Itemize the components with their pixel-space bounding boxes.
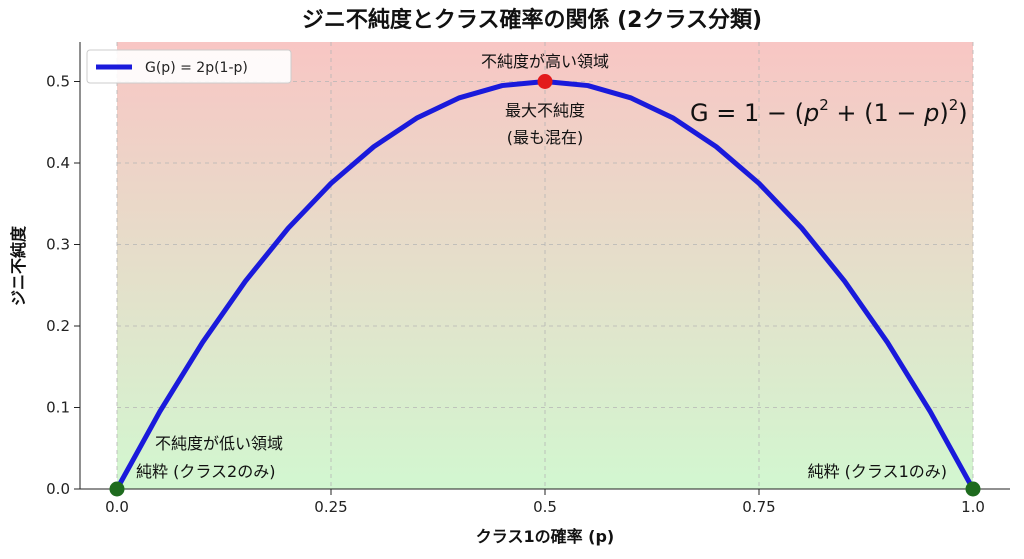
annotation-high-region: 不純度が高い領域 xyxy=(481,52,609,71)
legend-label: G(p) = 2p(1-p) xyxy=(145,60,248,76)
y-tick-label: 0.5 xyxy=(46,73,70,91)
highlight-points xyxy=(109,74,981,497)
legend: G(p) = 2p(1-p) xyxy=(86,49,292,84)
annotation-pure-class2: 純粋 (クラス2のみ) xyxy=(136,462,275,481)
x-tick-label: 0.75 xyxy=(742,498,775,516)
x-axis-label: クラス1の確率 (p) xyxy=(476,527,614,546)
y-tick-label: 0.2 xyxy=(46,317,70,335)
annotation-pure-class1: 純粋 (クラス1のみ) xyxy=(808,462,947,481)
annotation-max-line1: 最大不純度 xyxy=(505,101,585,120)
pure-point xyxy=(109,481,125,497)
gini-formula: G = 1 − (p2 + (1 − p)2) xyxy=(690,96,968,127)
y-axis-label: ジニ不純度 xyxy=(9,225,28,306)
x-tick-label: 0.5 xyxy=(533,498,557,516)
annotation-low-region: 不純度が低い領域 xyxy=(155,434,283,453)
legend-box xyxy=(86,49,292,84)
axis-ticks: 0.0 0.25 0.5 0.75 1.0 0.0 0.1 0.2 0.3 0.4 0.5 xyxy=(46,73,985,517)
y-tick-label: 0.1 xyxy=(46,399,70,417)
y-tick-label: 0.0 xyxy=(46,480,70,498)
x-tick-label: 1.0 xyxy=(961,498,985,516)
pure-point xyxy=(965,481,981,497)
annotation-max-line2: (最も混在) xyxy=(507,128,584,147)
chart-title: ジニ不純度とクラス確率の関係 (2クラス分類) xyxy=(302,7,762,33)
y-tick-label: 0.4 xyxy=(46,154,70,172)
max-impurity-point xyxy=(537,74,553,89)
y-tick-label: 0.3 xyxy=(46,236,70,254)
x-tick-label: 0.0 xyxy=(105,498,129,516)
x-tick-label: 0.25 xyxy=(314,498,347,516)
